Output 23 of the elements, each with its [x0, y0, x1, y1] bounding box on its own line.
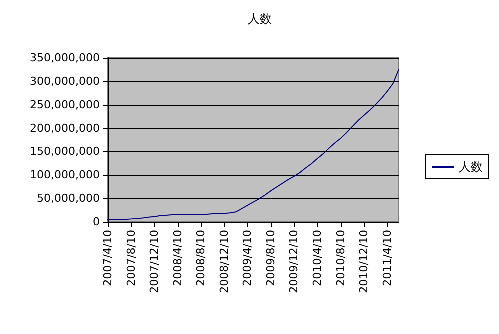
- x-tick-label: 2007/4/10: [102, 230, 114, 286]
- y-tick-label: 200,000,000: [30, 122, 100, 135]
- x-tick-label: 2010/8/10: [334, 230, 348, 286]
- x-tick-label: 2008/4/10: [171, 230, 184, 286]
- x-tick-label: 2008/12/10: [218, 230, 231, 294]
- x-tick-label: 2008/8/10: [194, 230, 208, 286]
- x-tick-label: 2007/8/10: [124, 230, 138, 286]
- legend-label: 人数: [459, 160, 483, 174]
- y-tick-label: 50,000,000: [37, 192, 100, 206]
- chart-title: 人数: [248, 12, 272, 26]
- y-tick-label: 150,000,000: [30, 145, 100, 158]
- y-tick-label: 100,000,000: [30, 168, 100, 182]
- x-tick-label: 2011/4/10: [380, 230, 394, 286]
- x-tick-label: 2010/12/10: [358, 230, 371, 294]
- x-tick-label: 2010/4/10: [311, 230, 324, 286]
- y-tick-label: 300,000,000: [30, 74, 100, 88]
- x-tick-label: 2007/12/10: [148, 230, 162, 294]
- x-tick-label: 2009/8/10: [264, 230, 278, 286]
- y-tick-label: 350,000,000: [30, 52, 100, 64]
- x-tick-label: 2009/4/10: [241, 230, 254, 286]
- y-tick-label: 0: [93, 216, 100, 228]
- y-tick-label: 250,000,000: [30, 98, 100, 112]
- x-tick-label: 2009/12/10: [288, 230, 301, 294]
